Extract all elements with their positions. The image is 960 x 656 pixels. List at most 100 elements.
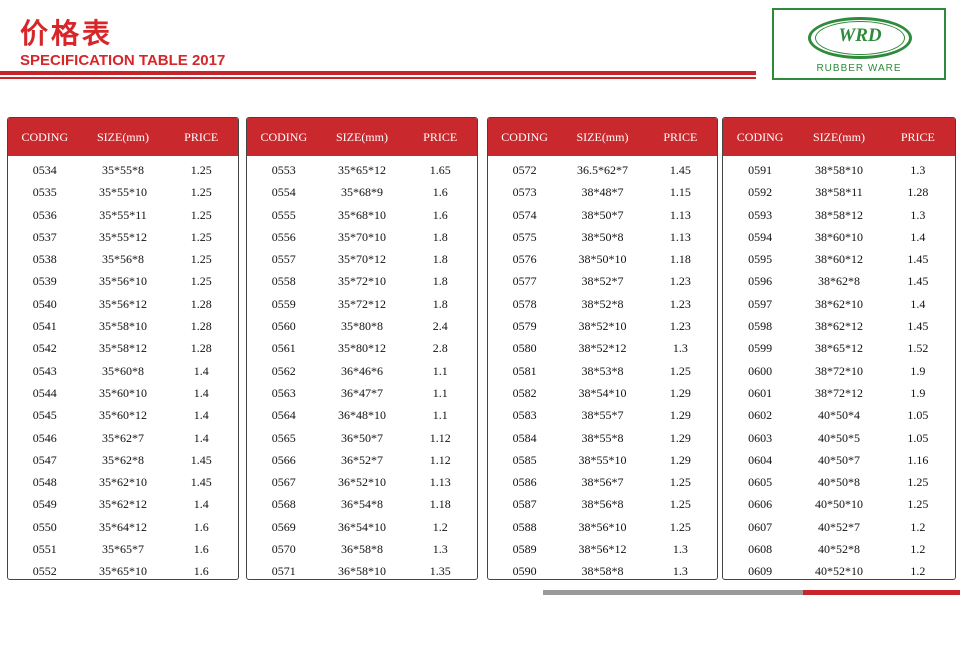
cell-size: 36*58*10 (337, 564, 386, 579)
cell-price: 1.8 (432, 229, 448, 244)
column-header-price: PRICE (184, 129, 219, 144)
cell-coding: 0576 (512, 252, 537, 267)
cell-price: 1.18 (669, 252, 691, 267)
cell-coding: 0590 (512, 564, 537, 579)
table-header: CODING SIZE(mm) PRICE (8, 118, 238, 156)
cell-size: 38*58*10 (814, 163, 863, 177)
table-row: 0563 36*47*7 1.1 (247, 382, 477, 404)
table-row: 0564 36*48*10 1.1 (247, 404, 477, 426)
cell-coding: 0571 (271, 564, 296, 579)
cell-price: 1.25 (669, 363, 691, 378)
cell-coding: 0559 (271, 296, 296, 311)
cell-coding: 0596 (748, 274, 773, 289)
table-row: 0574 38*50*7 1.13 (488, 204, 717, 226)
cell-coding: 0602 (748, 408, 773, 423)
cell-coding: 0588 (512, 519, 537, 534)
cell-size: 35*62*8 (101, 452, 144, 467)
cell-price: 1.23 (669, 296, 691, 311)
cell-price: 1.25 (907, 497, 929, 512)
table-row: 0546 35*62*7 1.4 (8, 427, 238, 449)
cell-coding: 0608 (748, 542, 773, 557)
table-row: 0607 40*52*7 1.2 (723, 516, 955, 538)
table-row: 0551 35*65*7 1.6 (8, 538, 238, 560)
table-row: 0537 35*55*12 1.25 (8, 226, 238, 248)
cell-coding: 0578 (512, 296, 537, 311)
cell-size: 38*56*8 (581, 497, 624, 512)
cell-price: 1.6 (193, 564, 209, 579)
cell-coding: 0551 (32, 542, 57, 557)
table-row: 0540 35*56*12 1.28 (8, 293, 238, 315)
cell-size: 38*56*12 (578, 542, 627, 557)
cell-price: 1.9 (910, 385, 926, 400)
cell-size: 35*55*11 (99, 207, 147, 222)
brand-logo: WRD RUBBER WARE (772, 8, 946, 80)
column-header-coding: CODING (21, 129, 69, 144)
table-row: 0573 38*48*7 1.15 (488, 181, 717, 203)
cell-size: 35*72*12 (337, 296, 386, 311)
cell-coding: 0603 (748, 430, 773, 445)
cell-coding: 0597 (748, 296, 773, 311)
cell-price: 1.3 (910, 207, 926, 222)
cell-size: 35*68*9 (340, 185, 383, 200)
logo-oval-outer (808, 17, 912, 59)
cell-size: 38*50*8 (581, 229, 624, 244)
cell-coding: 0583 (512, 408, 537, 423)
cell-coding: 0556 (271, 229, 296, 244)
cell-size: 35*65*10 (98, 564, 147, 579)
table-row: 0587 38*56*8 1.25 (488, 493, 717, 515)
table-row: 0572 36.5*62*7 1.45 (488, 159, 717, 181)
table-row: 0541 35*58*10 1.28 (8, 315, 238, 337)
table-row: 0567 36*52*10 1.13 (247, 471, 477, 493)
cell-coding: 0563 (271, 385, 296, 400)
cell-size: 36*54*10 (337, 519, 386, 534)
cell-size: 35*62*10 (98, 475, 147, 490)
table-row: 0581 38*53*8 1.25 (488, 360, 717, 382)
cell-size: 35*80*8 (340, 319, 383, 334)
cell-coding: 0609 (748, 564, 773, 579)
cell-size: 36*50*7 (340, 430, 383, 445)
cell-size: 35*62*7 (101, 430, 144, 445)
cell-coding: 0604 (748, 452, 773, 467)
cell-price: 1.3 (672, 564, 688, 579)
cell-price: 1.28 (190, 341, 212, 356)
cell-size: 35*62*12 (98, 497, 147, 512)
table-row: 0591 38*58*10 1.3 (723, 159, 955, 181)
cell-coding: 0594 (748, 229, 773, 244)
column-header-coding: CODING (260, 129, 308, 144)
table-row: 0577 38*52*7 1.23 (488, 270, 717, 292)
cell-price: 1.1 (432, 363, 448, 378)
cell-price: 1.05 (907, 408, 929, 423)
cell-price: 1.4 (193, 385, 209, 400)
cell-size: 35*58*12 (98, 341, 147, 356)
table-row: 0543 35*60*8 1.4 (8, 360, 238, 382)
page-title-en: SPECIFICATION TABLE 2017 (20, 52, 226, 69)
table-row: 0606 40*50*10 1.25 (723, 493, 955, 515)
cell-price: 1.8 (432, 296, 448, 311)
cell-coding: 0605 (748, 475, 773, 490)
cell-size: 40*52*8 (817, 542, 860, 557)
cell-coding: 0545 (32, 408, 57, 423)
cell-coding: 0585 (512, 452, 537, 467)
cell-price: 1.13 (669, 207, 691, 222)
cell-size: 38*62*8 (817, 274, 860, 289)
cell-coding: 0539 (32, 274, 57, 289)
cell-price: 1.9 (910, 363, 926, 378)
cell-coding: 0593 (748, 207, 773, 222)
cell-price: 1.45 (190, 452, 212, 467)
cell-coding: 0566 (271, 452, 296, 467)
cell-size: 38*65*12 (814, 341, 863, 356)
cell-price: 1.6 (432, 207, 448, 222)
cell-coding: 0544 (32, 385, 57, 400)
cell-coding: 0598 (748, 319, 773, 334)
cell-price: 1.45 (907, 252, 929, 267)
cell-coding: 0606 (748, 497, 773, 512)
table-row: 0550 35*64*12 1.6 (8, 516, 238, 538)
cell-size: 35*60*8 (101, 363, 144, 378)
cell-price: 1.6 (193, 519, 209, 534)
cell-price: 1.4 (193, 497, 209, 512)
cell-coding: 0534 (32, 163, 57, 177)
cell-price: 1.6 (193, 542, 209, 557)
cell-size: 35*65*7 (101, 542, 144, 557)
table-row: 0601 38*72*12 1.9 (723, 382, 955, 404)
table-row: 0568 36*54*8 1.18 (247, 493, 477, 515)
